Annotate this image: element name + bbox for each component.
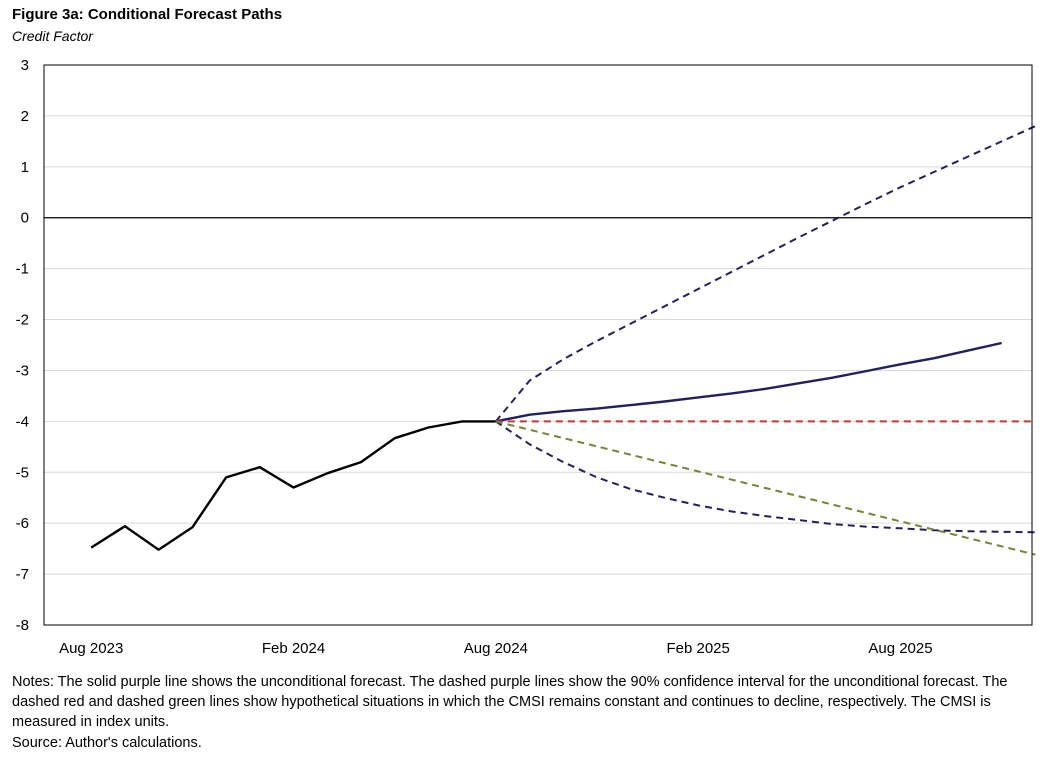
cmsi-decline-line [495, 420, 1036, 556]
figure-subtitle: Credit Factor [12, 28, 93, 44]
y-tick-label: 1 [21, 159, 29, 176]
y-tick-label: 2 [21, 108, 29, 125]
y-axis-tick-labels: 3 2 1 0 -1 -2 -3 -4 -5 -6 -7 -8 [16, 57, 29, 634]
y-tick-label: -7 [16, 566, 29, 583]
x-axis-tick-labels: Aug 2023 Feb 2024 Aug 2024 Feb 2025 Aug 2025 [59, 640, 933, 657]
y-tick-label: -5 [16, 464, 29, 481]
y-tick-label: -2 [16, 312, 29, 329]
gridlines [44, 115, 1032, 575]
unconditional-forecast-line [495, 341, 1002, 423]
figure-source: Source: Author's calculations. [12, 735, 202, 751]
x-tick-label: Aug 2023 [59, 640, 123, 657]
y-tick-label: -8 [16, 617, 29, 634]
y-tick-label: 0 [21, 210, 29, 227]
historical-line [90, 420, 496, 551]
plot-area-frame [43, 64, 1033, 626]
x-tick-label: Aug 2024 [464, 640, 528, 657]
x-tick-label: Feb 2025 [666, 640, 729, 657]
y-tick-label: -1 [16, 261, 29, 278]
x-tick-label: Feb 2024 [262, 640, 325, 657]
y-tick-label: 3 [21, 57, 29, 74]
y-tick-label: -3 [16, 362, 29, 379]
figure-notes: Notes: The solid purple line shows the u… [12, 674, 1008, 730]
confidence-upper-line [495, 125, 1036, 423]
x-tick-label: Aug 2025 [868, 640, 932, 657]
figure-title: Figure 3a: Conditional Forecast Paths [12, 6, 283, 23]
confidence-lower-line [495, 420, 1036, 534]
series-lines [90, 125, 1036, 556]
y-tick-label: -6 [16, 515, 29, 532]
y-tick-label: -4 [16, 413, 29, 430]
